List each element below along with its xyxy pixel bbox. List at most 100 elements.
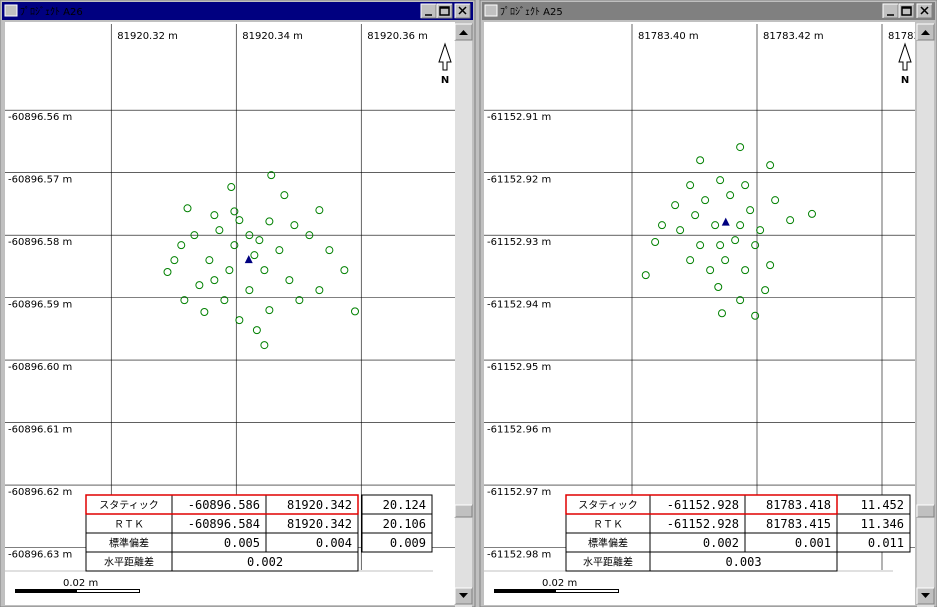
x-tick-label: 81920.34 m [242,31,303,42]
point [691,211,700,220]
point [245,231,254,240]
y-tick-label: -60896.59 m [8,300,72,311]
maximize-glyph [439,6,450,16]
scale-label: 0.02 m [63,578,98,589]
title-bar [2,2,473,20]
point [736,143,745,152]
point [265,306,274,315]
point [676,226,685,235]
point [245,286,254,295]
center-marker [244,255,253,264]
scroll-thumb[interactable] [454,504,473,518]
scale-label: 0.02 m [542,578,577,589]
row-label: 標準偏差 [109,537,149,550]
scroll-thumb-hl [454,504,472,517]
window-icon [484,4,498,17]
point [651,238,660,247]
point [736,296,745,305]
maximize-button-hl [436,3,452,18]
point [315,206,324,215]
point [170,256,179,265]
y-tick-label: -61152.91 m [487,112,551,123]
point [696,241,705,250]
row-label: 水平距離差 [583,556,633,569]
cell-value: 81920.342 [287,498,352,512]
point [260,341,269,350]
scroll-up-hl [454,23,472,40]
title-bar [482,2,935,20]
scroll-thumb[interactable] [916,504,935,518]
cell-value: 11.452 [861,498,904,512]
north-arrow [898,42,912,71]
point [220,296,229,305]
point [761,286,770,295]
plot: 81920.32 m 81920.34 m 81920.36 m -60896.56 … [5,24,455,570]
point [305,231,314,240]
cell-value: 11.346 [861,517,904,531]
window: ﾌﾟﾛｼﾞｪｸﾄ A25 81783.40 m 81783.42 m 81783.44… [479,0,937,607]
point [260,266,269,275]
minimize-button-hl [420,3,436,18]
point [183,204,192,213]
point [210,211,219,220]
point [808,209,816,218]
cell-value: 0.002 [703,536,739,550]
point [766,261,775,270]
point [163,268,172,277]
point [696,156,705,165]
cell-value: 0.001 [795,536,831,550]
point [190,231,199,240]
window: ﾌﾟﾛｼﾞｪｸﾄ A26 81920.32 m 81920.34 m 81920.36… [0,0,476,607]
point [716,176,725,185]
point [731,236,740,245]
scroll-down-glyph [459,593,468,598]
scrollbar-track[interactable] [455,24,472,607]
scale-bar-white [556,590,618,592]
point [741,181,750,190]
north-label: N [901,75,909,86]
point [766,161,775,170]
point [751,241,760,250]
cell-value: -61152.928 [667,517,739,531]
north-label: N [441,75,449,86]
highlight-box [565,494,838,515]
cell-value: 81783.415 [766,517,831,531]
point [315,286,324,295]
minimize-button[interactable] [420,3,437,19]
maximize-glyph [901,6,912,16]
point [180,296,189,305]
point [252,326,261,335]
y-tick-label: -60896.62 m [8,487,72,498]
row-label: スタティック [578,500,637,512]
point [711,221,720,230]
window-icon [4,4,18,17]
cell-value: 20.124 [383,498,426,512]
point [736,221,745,230]
point [701,196,710,205]
x-tick-label: 81783.44 m [888,31,937,42]
point [718,309,726,318]
scrollbar-track[interactable] [917,24,934,607]
close-glyph [920,6,929,15]
minimize-button[interactable] [882,3,899,19]
point [200,307,209,316]
scroll-up-glyph [921,30,930,35]
point [714,283,723,292]
highlight-box [85,494,359,515]
point [280,191,289,200]
center-marker [721,217,730,226]
row-label: 標準偏差 [588,537,628,550]
scroll-up-glyph [459,30,468,35]
window-title: ﾌﾟﾛｼﾞｪｸﾄ A26 [20,6,83,18]
row-label: スタティック [99,500,158,512]
point [227,183,236,192]
x-tick-label: 81783.42 m [763,31,824,42]
y-tick-label: -60896.61 m [8,425,72,436]
table-side-bg [836,494,911,553]
y-tick-label: -60896.58 m [8,237,72,248]
point [786,216,795,225]
cell-value: 20.106 [383,517,426,531]
plot: 81783.40 m 81783.42 m 81783.44 m -61152.91 … [484,24,937,570]
point [726,191,735,200]
y-tick-label: -61152.96 m [487,425,551,436]
